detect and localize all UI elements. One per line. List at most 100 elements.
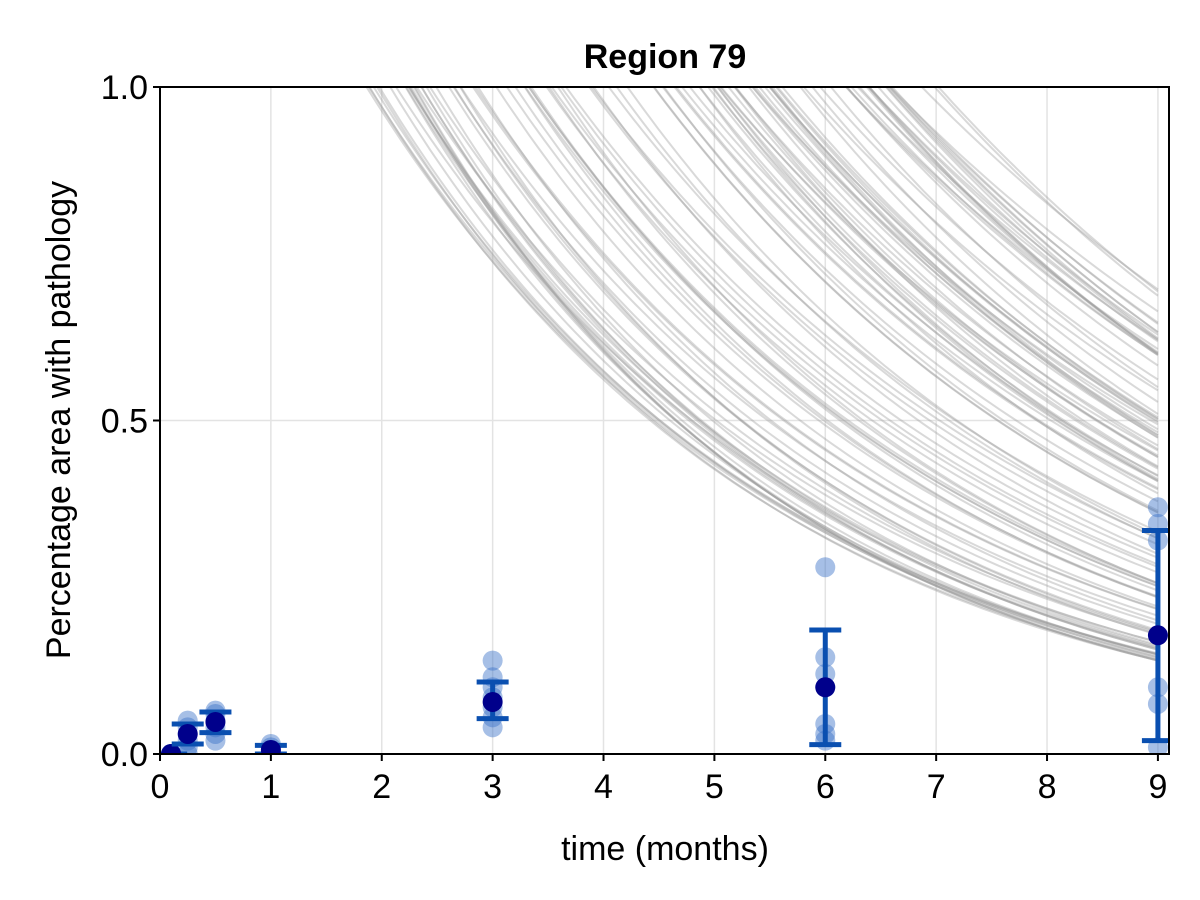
mean-point	[1147, 625, 1168, 646]
model-curve	[459, 87, 1159, 617]
model-curve	[920, 87, 1159, 291]
x-tick-label: 7	[927, 768, 946, 806]
model-curve	[937, 87, 1159, 293]
model-curve	[524, 87, 1159, 587]
model-curve	[365, 87, 1159, 656]
model-curve	[680, 87, 1159, 483]
x-tick-label: 1	[261, 768, 280, 806]
model-curve	[719, 87, 1159, 457]
model-curve	[867, 87, 1159, 336]
model-curve	[474, 87, 1159, 610]
x-tick-label: 0	[151, 768, 170, 806]
model-curve	[711, 87, 1159, 483]
model-curve	[527, 87, 1159, 585]
model-curve	[447, 87, 1159, 632]
model-curve	[471, 87, 1159, 611]
mean-point	[260, 740, 281, 754]
model-curve	[733, 87, 1159, 447]
model-curve	[556, 87, 1159, 585]
observation-point	[205, 730, 226, 751]
model-curve	[527, 87, 1159, 588]
x-axis-ticks: 0 1 2 3 4 5 6 7 8 9	[151, 754, 1167, 806]
model-curve	[706, 87, 1159, 477]
model-curve	[404, 87, 1159, 650]
model-curve	[404, 87, 1159, 659]
model-curve	[523, 87, 1159, 599]
model-curve	[933, 87, 1159, 297]
model-curve	[367, 87, 1159, 655]
summary-markers	[160, 528, 1169, 754]
model-curve	[716, 87, 1159, 480]
observation-point	[482, 717, 503, 738]
x-tick-label: 3	[483, 768, 502, 806]
model-curve	[889, 87, 1159, 313]
model-curve	[495, 87, 1159, 608]
model-curve	[753, 87, 1159, 434]
model-curve	[710, 87, 1159, 470]
model-curve	[428, 87, 1159, 634]
y-tick-label: 0.0	[101, 736, 148, 774]
model-curve	[850, 87, 1159, 356]
x-tick-label: 2	[372, 768, 391, 806]
model-curve	[550, 87, 1159, 568]
model-curve	[751, 87, 1159, 426]
model-curve	[867, 87, 1159, 355]
model-curve	[716, 87, 1159, 469]
mean-point	[815, 677, 836, 698]
model-curve	[652, 87, 1159, 514]
x-tick-label: 4	[594, 768, 613, 806]
model-curve	[758, 87, 1159, 437]
model-curve	[560, 87, 1159, 566]
model-curve	[588, 87, 1159, 546]
mean-point	[161, 744, 182, 754]
model-curve	[413, 87, 1159, 662]
model-curve	[514, 87, 1159, 598]
model-curve	[844, 87, 1159, 356]
model-curve	[799, 87, 1159, 415]
model-curve	[674, 87, 1159, 490]
model-curve	[776, 87, 1159, 419]
y-tick-label: 0.5	[101, 403, 148, 441]
model-curve	[378, 87, 1159, 658]
model-curve	[453, 87, 1159, 633]
model-curve	[868, 87, 1159, 355]
model-curve	[768, 87, 1159, 439]
model-curve	[394, 87, 1159, 643]
model-curve	[545, 87, 1159, 574]
model-curve	[884, 87, 1159, 340]
y-axis-label: Percentage area with pathology	[40, 181, 78, 659]
model-curve	[415, 87, 1159, 635]
model-curve	[375, 87, 1159, 662]
model-curve	[818, 87, 1159, 381]
model-curve	[829, 87, 1159, 389]
model-curve	[887, 87, 1159, 324]
model-curve	[802, 87, 1159, 392]
model-curve	[811, 87, 1159, 403]
model-curve	[425, 87, 1159, 651]
model-curve	[771, 87, 1159, 437]
plot-area	[160, 87, 1169, 754]
observation-point	[1147, 497, 1168, 518]
chart-title: Region 79	[584, 38, 746, 76]
x-tick-label: 6	[816, 768, 835, 806]
model-curve	[876, 87, 1159, 341]
model-curve	[747, 87, 1159, 451]
model-curve	[769, 87, 1159, 423]
model-curve	[409, 87, 1159, 661]
model-curve	[845, 87, 1159, 350]
model-curve	[890, 87, 1159, 325]
model-curve	[607, 87, 1159, 533]
model-curve	[408, 87, 1159, 656]
model-curve	[718, 87, 1159, 452]
model-curve	[727, 87, 1159, 459]
model-curve	[435, 87, 1159, 646]
model-curve	[673, 87, 1159, 491]
model-curve	[368, 87, 1159, 660]
mean-point	[177, 723, 198, 744]
model-curve	[505, 87, 1159, 599]
model-curve	[564, 87, 1159, 559]
mean-point	[205, 711, 226, 732]
model-curve	[734, 87, 1159, 458]
model-curve	[698, 87, 1159, 482]
